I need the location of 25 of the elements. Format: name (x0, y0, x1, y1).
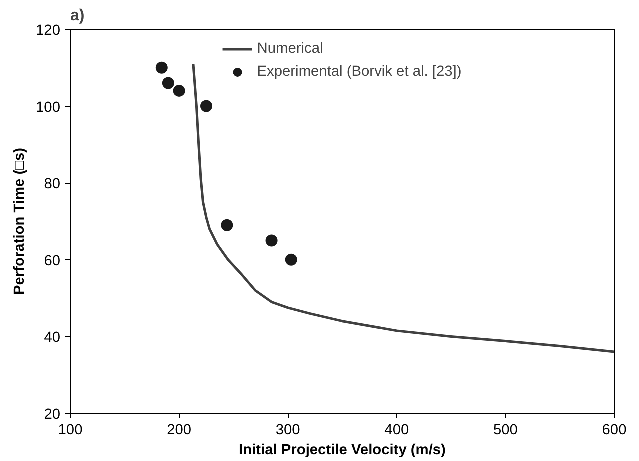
x-tick-label: 100 (58, 422, 83, 438)
x-tick-label: 500 (493, 422, 518, 438)
y-tick-label: 20 (44, 407, 61, 423)
y-tick-label: 60 (44, 253, 61, 270)
x-tick-label: 600 (602, 422, 627, 438)
point (173, 84, 186, 97)
y-tick-label: 80 (44, 176, 61, 193)
line-series (192, 62, 614, 354)
x-tick-label: 300 (276, 422, 300, 438)
x-tick-label: 200 (167, 422, 192, 438)
legend-label: Experimental (Borvik et al. [23]) (257, 64, 462, 80)
y-tick-label: 120 (36, 23, 61, 39)
y-tick-label: 100 (36, 100, 61, 116)
point (221, 219, 234, 232)
point (156, 62, 168, 74)
y-tick-label: 40 (44, 330, 61, 346)
y-axis-title: Perforation Time (□s) (12, 148, 28, 296)
x-axis-title: Initial Projectile Velocity (m/s) (239, 442, 446, 458)
point (200, 100, 212, 112)
point (162, 77, 174, 90)
point (266, 234, 278, 247)
point (285, 254, 298, 266)
chart-title: a) (70, 8, 85, 24)
x-tick-label: 400 (384, 422, 410, 438)
legend-label: Numerical (257, 41, 324, 57)
